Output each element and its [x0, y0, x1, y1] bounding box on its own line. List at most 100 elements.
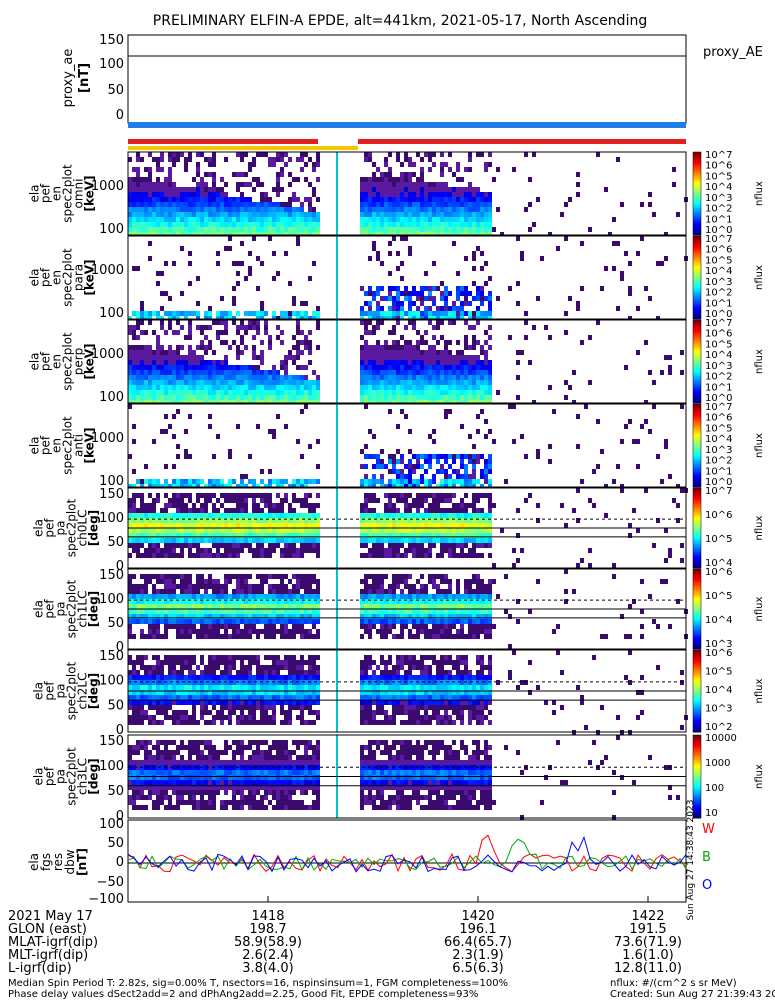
footer-xtick-1420: 1420 [461, 909, 494, 924]
status-bar-red-2 [358, 139, 686, 144]
ch2-ytick-3: 0 [116, 723, 124, 738]
footer-l-label: L-igrf(dip) [8, 961, 72, 976]
svg-text:proxy_ae: proxy_ae [61, 49, 76, 108]
anti-cbtick-5: 10^2 [705, 456, 732, 467]
svg-text:ela: ela [28, 352, 42, 370]
ch0-cbtick-1: 10^6 [705, 510, 732, 521]
anti-ytick-0: 1000 [91, 431, 124, 446]
svg-text:[keV]: [keV] [83, 175, 97, 211]
footer-note-1: Median Spin Period T: 2.82s, sig=0.00% T… [8, 978, 508, 989]
ch1-cblabel: nflux [754, 596, 765, 621]
x-ticks [267, 896, 649, 902]
ch3-colorbar [692, 734, 702, 819]
footer-l-2: 6.5(6.3) [452, 961, 504, 976]
para1-cbtick-6: 10^1 [705, 298, 732, 309]
footer-glon-3: 191.5 [629, 922, 666, 937]
fgs-series-b [127, 838, 687, 871]
fgs-legend-o: O [702, 878, 712, 893]
ch2-cblabel: nflux [754, 678, 765, 703]
footer: 2021 May 17 1418 1420 1422 GLON (east) 1… [8, 909, 775, 1000]
footer-l-1: 3.8(4.0) [242, 961, 294, 976]
ch1-ytick-2: 50 [107, 616, 124, 631]
svg-text:[nT]: [nT] [77, 63, 92, 93]
ch2-cbtick-3: 10^3 [705, 704, 732, 715]
fgs-series-o [127, 835, 687, 873]
ch3-cbtick-3: 10 [705, 808, 718, 819]
perp-ytick-0: 1000 [91, 347, 124, 362]
ch3-cbtick-2: 100 [705, 783, 724, 794]
footer-note-2: Phase delay values dSect2add=2 and dPhAn… [8, 989, 478, 1000]
ch3-cbtick-1: 1000 [705, 758, 730, 769]
svg-text:spec2plot: spec2plot [61, 164, 75, 223]
omni1-cbtick-6: 10^1 [705, 214, 732, 225]
anti-colorbar [692, 403, 702, 488]
footer-xtick-1418: 1418 [251, 909, 284, 924]
panel-fgs: 100 50 0 −50 −100 W B O Sun Aug 27 14:38… [27, 800, 715, 921]
anti-cbtick-2: 10^5 [705, 423, 732, 434]
svg-text:ela: ela [28, 268, 42, 286]
ch2-ytick-1: 100 [99, 674, 124, 689]
omni1-cbtick-4: 10^3 [705, 193, 732, 204]
svg-text:ela: ela [32, 519, 46, 537]
svg-text:en: en [50, 186, 64, 201]
svg-text:spec2plot: spec2plot [65, 498, 79, 557]
ch0-ytick-2: 50 [107, 535, 124, 550]
perp-cbtick-4: 10^3 [705, 361, 732, 372]
ch1-ytick-1: 100 [99, 592, 124, 607]
ch2-cbtick-1: 10^5 [705, 667, 732, 678]
ch1-cbtick-0: 10^6 [705, 567, 732, 578]
fgs-legend-w: W [702, 822, 715, 837]
ch3-ytick-1: 100 [99, 759, 124, 774]
ch2-ytick-2: 50 [107, 698, 124, 713]
svg-text:pef: pef [39, 351, 53, 371]
ae-ytick-50: 50 [107, 83, 124, 98]
footer-mlat-1: 58.9(58.9) [234, 935, 302, 950]
ch1-colorbar [692, 568, 702, 650]
ch0-colorbar [692, 487, 702, 569]
ch0-cbtick-2: 10^5 [705, 534, 732, 545]
para1-cbtick-7: 10^0 [705, 309, 732, 320]
ch2-cbtick-4: 10^2 [705, 722, 732, 733]
status-bar-blue [128, 122, 686, 128]
omni1-ytick-1: 100 [99, 222, 124, 237]
footer-mlt-2: 2.3(1.9) [452, 948, 504, 963]
svg-text:[keV]: [keV] [83, 343, 97, 379]
panel-anti: 1000100elapefenspec2plotanti[keV]10^710^… [28, 402, 765, 489]
fgs-ytick-50: 50 [107, 836, 124, 851]
omni1-cbtick-2: 10^5 [705, 171, 732, 182]
svg-text:en: en [50, 354, 64, 369]
para1-colorbar [692, 235, 702, 320]
para1-cblabel: nflux [754, 265, 765, 290]
omni1-cbtick-5: 10^2 [705, 204, 732, 215]
perp-cbtick-1: 10^6 [705, 329, 732, 340]
omni1-cbtick-7: 10^0 [705, 225, 732, 236]
para1-ytick-0: 1000 [91, 263, 124, 278]
ae-ytick-150: 150 [99, 33, 124, 48]
svg-text:spec2plot: spec2plot [61, 248, 75, 307]
ch1-ytick-3: 0 [116, 640, 124, 655]
perp-cbtick-7: 10^0 [705, 393, 732, 404]
ch3-ytick-2: 50 [107, 784, 124, 799]
svg-text:pef: pef [39, 435, 53, 455]
fgs-legend-b: B [702, 850, 711, 865]
ch3-ytick-3: 0 [116, 809, 124, 824]
anti-cbtick-1: 10^6 [705, 413, 732, 424]
anti-cbtick-3: 10^4 [705, 434, 732, 445]
svg-text:anti: anti [72, 434, 86, 457]
svg-text:pa: pa [54, 521, 68, 536]
omni1-cbtick-1: 10^6 [705, 161, 732, 172]
fgs-stamp: Sun Aug 27 14:38:43 2023 [686, 800, 696, 921]
ch1-ytick-0: 150 [99, 568, 124, 583]
omni1-cbtick-0: 10^7 [705, 150, 732, 161]
footer-mlt-1: 2.6(2.4) [242, 948, 294, 963]
anti-cbtick-4: 10^3 [705, 445, 732, 456]
anti-cbtick-7: 10^0 [705, 477, 732, 488]
svg-text:[deg]: [deg] [87, 510, 101, 546]
fgs-ytick-100: 100 [99, 817, 124, 832]
omni1-colorbar [692, 151, 702, 236]
